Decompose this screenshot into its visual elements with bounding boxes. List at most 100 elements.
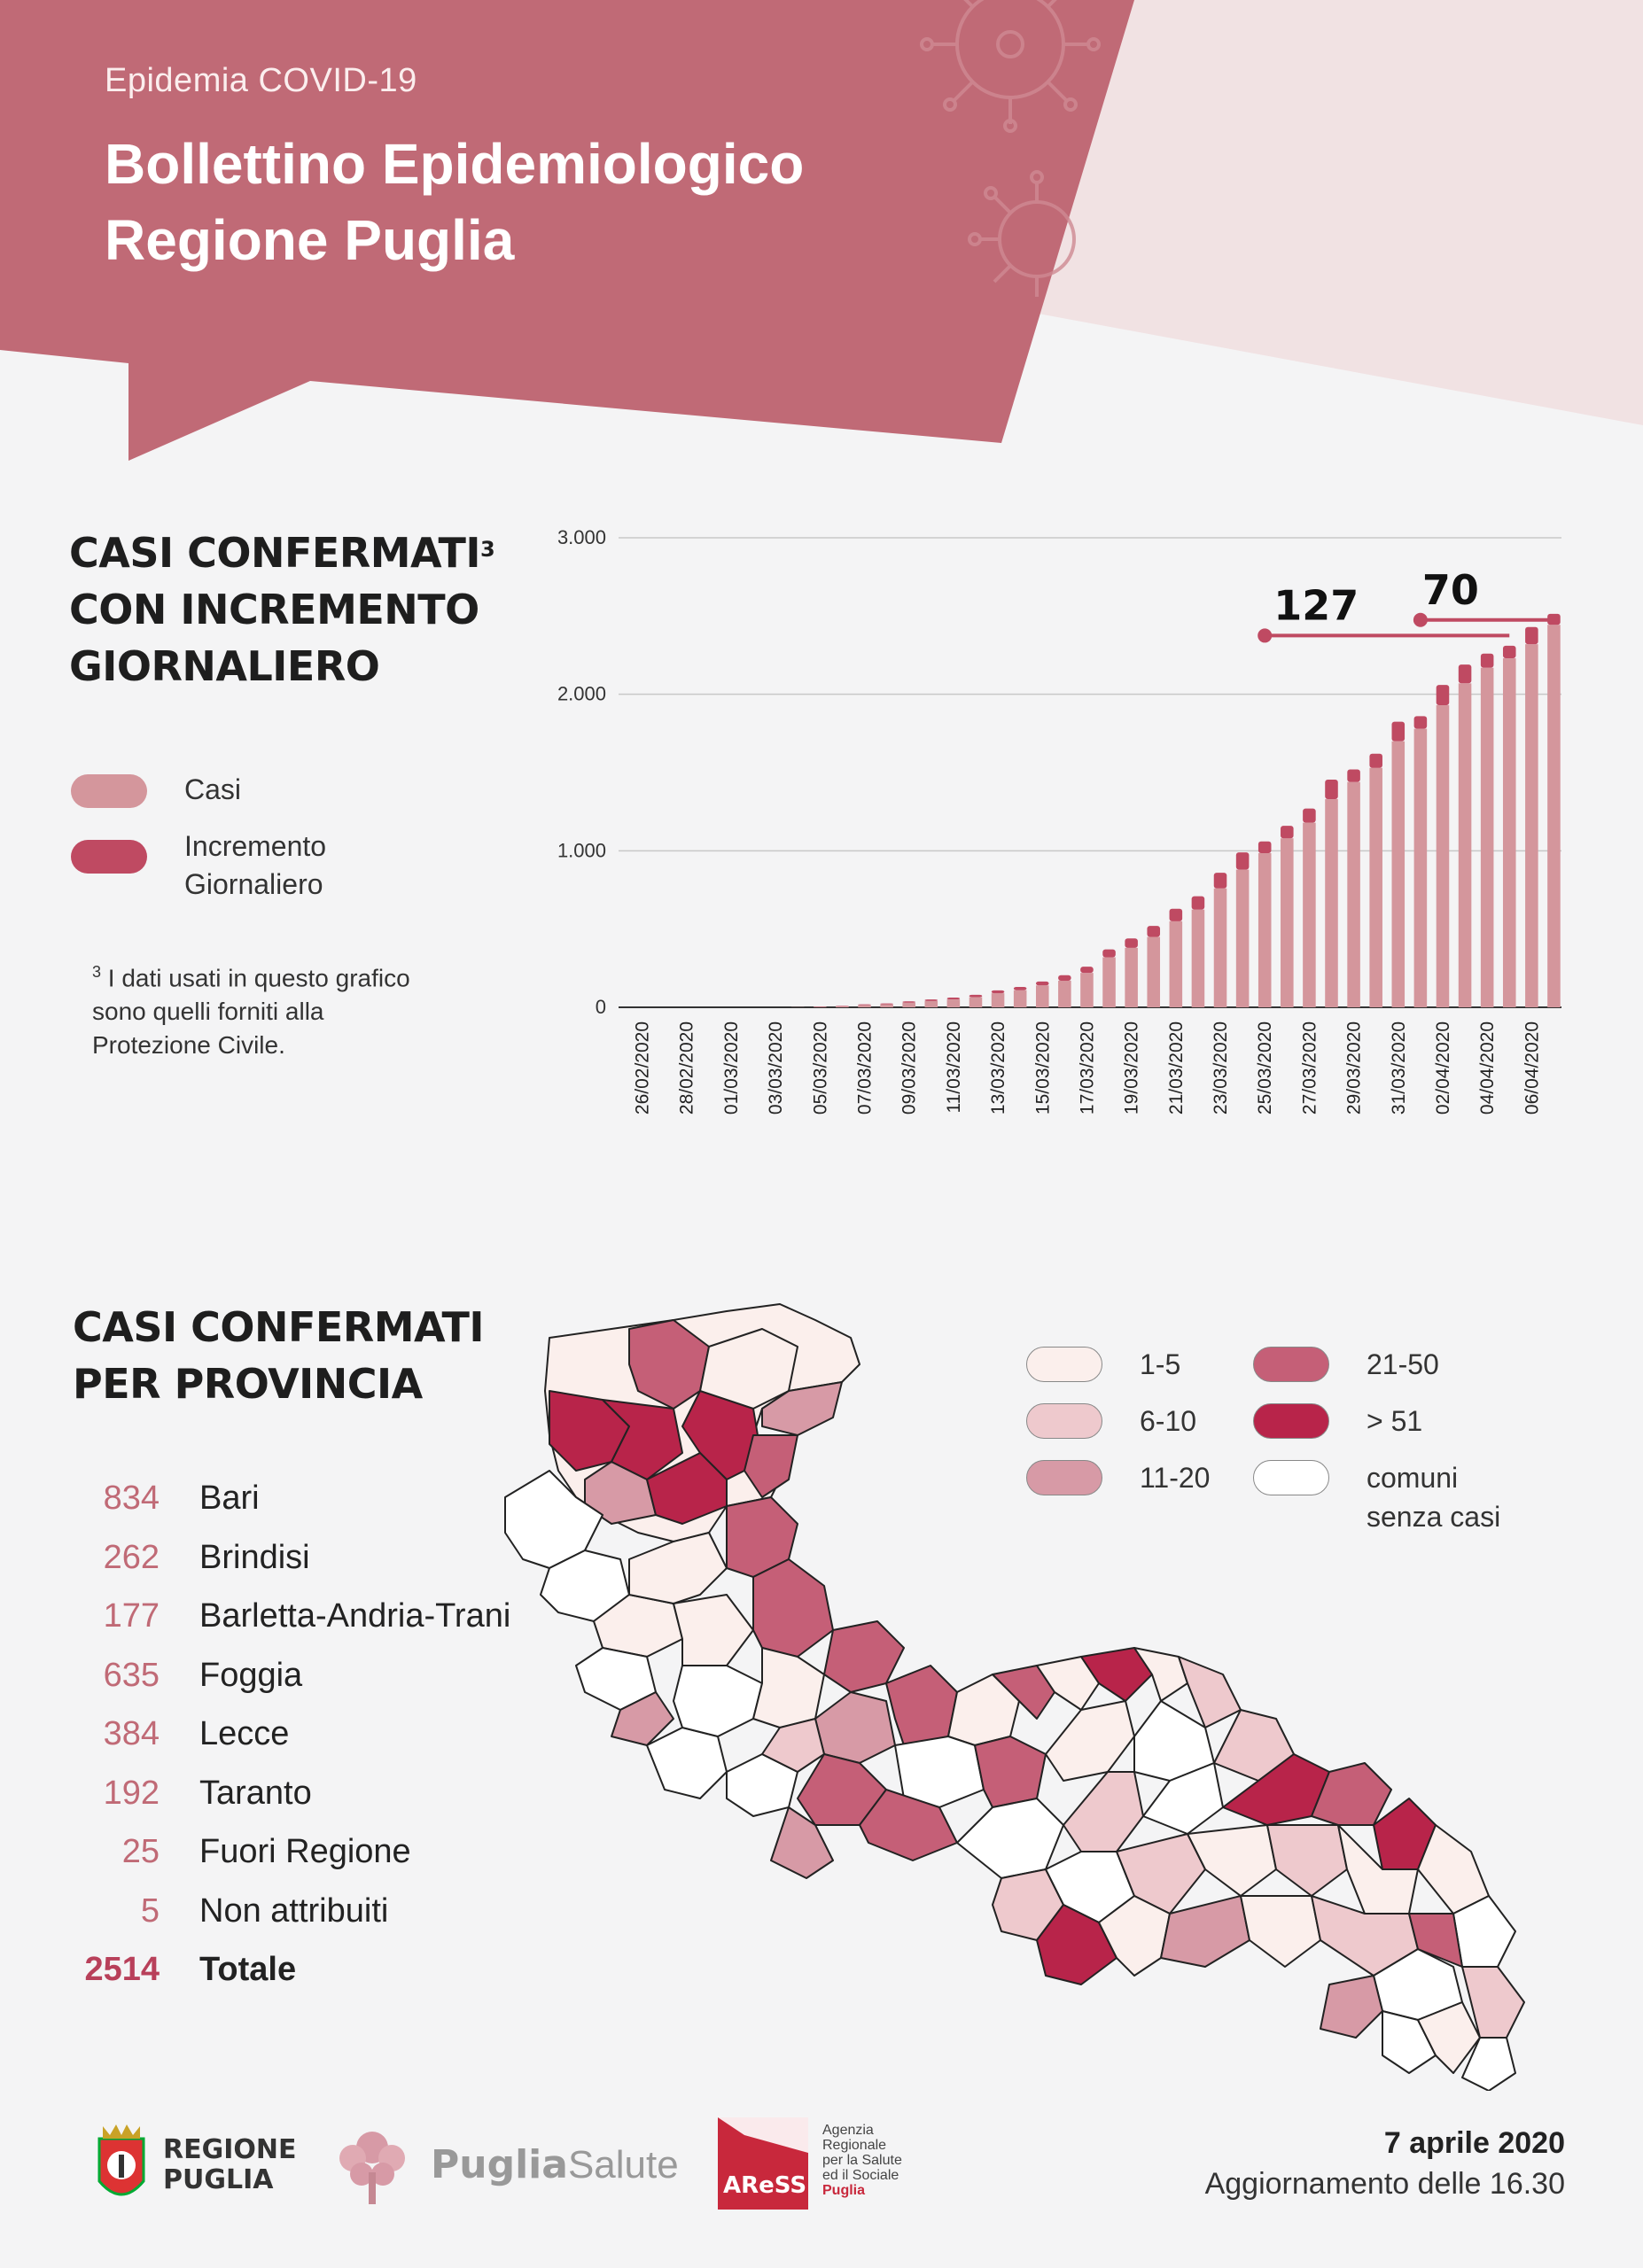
chart-footnote: 3 I dati usati in questo grafico sono qu… bbox=[92, 963, 410, 1060]
bar-casi bbox=[1035, 985, 1049, 1007]
x-tick-label: 02/04/2020 bbox=[1433, 1021, 1453, 1115]
map-region bbox=[1080, 1647, 1153, 1702]
bar-casi bbox=[858, 1005, 871, 1007]
map-region bbox=[1063, 1771, 1144, 1852]
map-region bbox=[1320, 1975, 1383, 2039]
bar-casi bbox=[902, 1002, 915, 1007]
regione-puglia-label: REGIONE PUGLIA bbox=[163, 2134, 297, 2195]
bar-casi bbox=[1147, 936, 1161, 1007]
province-value: 192 bbox=[103, 1774, 160, 1812]
bar-incremento bbox=[902, 1001, 915, 1003]
x-tick-label: 03/03/2020 bbox=[766, 1021, 786, 1115]
aress-label: Agenzia Regionale per la Salute ed il So… bbox=[822, 2123, 902, 2198]
map-legend-label: 11-20 bbox=[1140, 1462, 1211, 1494]
map-region bbox=[974, 1736, 1047, 1808]
bar-incremento bbox=[1347, 769, 1360, 782]
map-legend-swatch bbox=[1253, 1347, 1329, 1382]
province-name: Foggia bbox=[199, 1656, 303, 1694]
cases-bar-chart: 0 1.000 2.000 3.000 26/02/2020 28/02/2020 01/0… bbox=[557, 526, 1561, 1115]
update-time: Aggiornamento delle 16.30 bbox=[1204, 2167, 1565, 2201]
legend-label-incremento: Incremento Giornaliero bbox=[184, 830, 327, 900]
bar-incremento bbox=[1147, 926, 1161, 937]
aress-logo: AReSS bbox=[718, 2117, 808, 2210]
bar-incremento bbox=[1325, 779, 1338, 800]
map-region bbox=[761, 1718, 825, 1773]
bar-incremento bbox=[1502, 645, 1516, 659]
aress-mark-icon bbox=[718, 2117, 808, 2153]
puglia-salute-label: PugliaSalute bbox=[431, 2142, 679, 2187]
bar-casi bbox=[1369, 767, 1382, 1007]
province-name: Barletta-Andria-Trani bbox=[199, 1597, 511, 1635]
province-list: 834 Bari 262 Brindisi 177 Barletta-Andria-Tra… bbox=[0, 1480, 620, 2011]
chart-section-title: CASI CONFERMATI3 CON INCREMENTO GIORNALI… bbox=[69, 529, 495, 690]
bar-casi bbox=[1058, 980, 1071, 1007]
map-region bbox=[646, 1727, 728, 1799]
map-legend-swatch bbox=[1026, 1403, 1102, 1439]
bar-casi bbox=[880, 1004, 893, 1007]
page-title: Bollettino Epidemiologico Regione Puglia bbox=[105, 126, 804, 278]
bar-casi bbox=[1125, 947, 1138, 1007]
map-legend: 1-5 21-50 6-10 > 51 11-20 comuni senza casi bbox=[1026, 1347, 1558, 1542]
map-region bbox=[1036, 1656, 1100, 1711]
bar-incremento bbox=[1458, 664, 1472, 684]
virus-icon bbox=[920, 0, 1101, 133]
map-region bbox=[859, 1789, 958, 1861]
legend-label-casi: Casi bbox=[184, 773, 242, 805]
map-legend-swatch bbox=[1026, 1347, 1102, 1382]
y-tick-label: 2.000 bbox=[557, 683, 606, 705]
bar-casi bbox=[1169, 920, 1183, 1007]
bar-incremento bbox=[1413, 716, 1428, 729]
bar-incremento bbox=[858, 1004, 871, 1006]
map-region bbox=[628, 1319, 710, 1410]
map-legend-swatch bbox=[1253, 1403, 1329, 1439]
bar-casi bbox=[836, 1006, 849, 1007]
x-tick-label: 28/02/2020 bbox=[677, 1021, 697, 1115]
map-legend-label: > 51 bbox=[1367, 1405, 1423, 1437]
bar-incremento bbox=[1258, 841, 1272, 853]
bar-casi bbox=[1281, 838, 1294, 1007]
title-line-2: Regione Puglia bbox=[105, 208, 515, 272]
bar-casi bbox=[1413, 728, 1428, 1007]
bar-incremento bbox=[1125, 938, 1138, 948]
y-tick-label: 1.000 bbox=[557, 839, 606, 861]
map-region bbox=[611, 1691, 674, 1746]
province-name: Taranto bbox=[199, 1774, 312, 1812]
province-value: 834 bbox=[103, 1480, 160, 1517]
map-region bbox=[752, 1558, 834, 1658]
map-region bbox=[1461, 2037, 1516, 2091]
chart-legend-incremento bbox=[71, 840, 147, 874]
y-tick-label: 0 bbox=[596, 996, 606, 1018]
bar-casi bbox=[1325, 799, 1338, 1007]
bar-incremento bbox=[1058, 975, 1071, 981]
bar-casi bbox=[1080, 973, 1094, 1007]
province-value: 635 bbox=[103, 1656, 160, 1694]
map-region bbox=[956, 1798, 1064, 1879]
bar-incremento bbox=[1235, 852, 1250, 870]
province-value: 177 bbox=[103, 1597, 160, 1635]
bar-incremento bbox=[1369, 753, 1382, 768]
x-tick-label: 27/03/2020 bbox=[1299, 1021, 1320, 1115]
title-superscript: 3 bbox=[480, 537, 495, 562]
x-tick-label: 09/03/2020 bbox=[899, 1021, 920, 1115]
bar-casi bbox=[1213, 888, 1227, 1007]
x-tick-label: 29/03/2020 bbox=[1344, 1021, 1365, 1115]
map-region bbox=[673, 1594, 754, 1666]
map-legend-swatch bbox=[1026, 1460, 1102, 1495]
x-tick-label: 26/02/2020 bbox=[633, 1021, 653, 1115]
bar-incremento bbox=[1436, 685, 1450, 706]
bar-casi bbox=[1502, 658, 1516, 1007]
x-tick-label: 05/03/2020 bbox=[810, 1021, 830, 1115]
map-region bbox=[1266, 1824, 1348, 1897]
bar-casi bbox=[1303, 822, 1316, 1007]
bar-incremento bbox=[1035, 981, 1049, 986]
annotation-label: 127 bbox=[1273, 581, 1359, 629]
bar-incremento bbox=[1391, 721, 1406, 742]
x-tick-label: 23/03/2020 bbox=[1211, 1021, 1231, 1115]
map-region bbox=[770, 1806, 834, 1879]
bar-incremento bbox=[924, 999, 938, 1001]
map-region bbox=[752, 1647, 825, 1728]
map-region bbox=[1187, 1824, 1277, 1897]
bar-casi bbox=[969, 997, 983, 1007]
bar-casi bbox=[1258, 852, 1272, 1007]
bar-casi bbox=[946, 999, 961, 1007]
